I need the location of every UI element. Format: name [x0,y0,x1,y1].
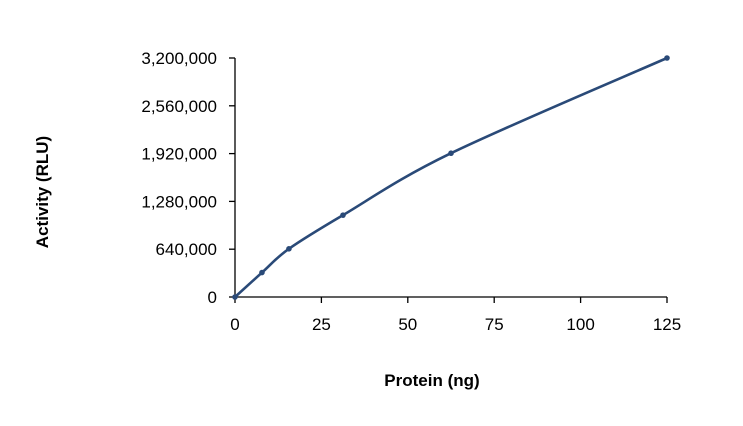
y-tick-label: 2,560,000 [141,97,217,116]
x-tick-label: 100 [566,315,594,334]
data-point [259,269,265,276]
data-point [340,212,346,218]
data-point [448,150,454,157]
series-line [234,56,668,298]
x-axis-title: Protein (ng) [384,371,479,390]
x-tick-label: 75 [485,315,504,334]
data-point [232,294,238,300]
y-tick-label: 0 [208,288,217,307]
series [232,55,670,300]
y-tick-label: 640,000 [156,240,217,259]
x-tick-label: 50 [398,315,417,334]
axes [234,58,667,298]
x-tick-label: 0 [230,315,239,334]
y-tick-label: 1,920,000 [141,145,217,164]
y-tick-label: 3,200,000 [141,49,217,68]
data-point [664,55,670,61]
y-ticks: 0 640,000 1,280,000 1,920,000 2,560,000 3,200… [141,49,235,307]
y-axis-title: Activity (RLU) [33,136,52,248]
y-tick-label: 1,280,000 [141,192,217,211]
x-ticks: 0 25 50 75 100 125 [230,297,681,334]
x-tick-label: 25 [312,315,331,334]
data-point [286,246,292,252]
x-tick-label: 125 [653,315,681,334]
